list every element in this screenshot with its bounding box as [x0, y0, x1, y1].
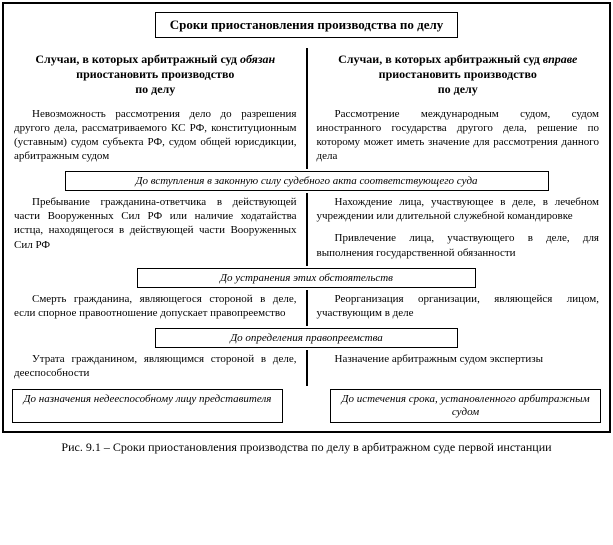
- title-row: Сроки приостановления производства по де…: [4, 4, 609, 48]
- right-p3: Реорганизация организации, являющейся ли…: [315, 290, 602, 326]
- left-p4: Утрата гражданином, являющимся стороной …: [12, 350, 299, 386]
- column-divider: [306, 48, 308, 169]
- left-column-2: Пребывание гражданина-ответчика в действ…: [4, 193, 307, 265]
- note-row-1: До вступления в законную силу судебного …: [4, 169, 609, 193]
- left-p2: Пребывание гражданина-ответчика в действ…: [12, 193, 299, 257]
- columns-3: Смерть гражданина, являющегося стороной …: [4, 290, 609, 326]
- right-p4: Назначение арбитражным судом экспертизы: [315, 350, 602, 372]
- left-head-d: по делу: [135, 82, 175, 96]
- left-heading: Случаи, в которых арбитражный суд обязан…: [12, 48, 299, 105]
- note-2: До устранения этих обстоятельств: [137, 268, 476, 288]
- left-column-4: Утрата гражданином, являющимся стороной …: [4, 350, 307, 386]
- right-p2b: Привлечение лица, участвующего в деле, д…: [315, 229, 602, 265]
- column-divider-4: [306, 350, 308, 386]
- right-head-c: приостановить производство: [379, 67, 537, 81]
- right-p1: Рассмотрение международным судом, судом …: [315, 105, 602, 169]
- columns: Случаи, в которых арбитражный суд обязан…: [4, 48, 609, 169]
- diagram-title: Сроки приостановления производства по де…: [155, 12, 459, 38]
- note-row-4: До назначения недееспособному лицу предс…: [4, 386, 609, 431]
- left-column-3: Смерть гражданина, являющегося стороной …: [4, 290, 307, 326]
- left-head-c: приостановить производство: [76, 67, 234, 81]
- diagram-frame: Сроки приостановления производства по де…: [2, 2, 611, 433]
- left-head-a: Случаи, в которых арбитражный суд: [35, 52, 240, 66]
- right-column-4: Назначение арбитражным судом экспертизы: [307, 350, 610, 386]
- right-column-2: Нахождение лица, участвующее в деле, в л…: [307, 193, 610, 265]
- columns-2: Пребывание гражданина-ответчика в действ…: [4, 193, 609, 265]
- left-p1: Невозможность рассмотрения дело до разре…: [12, 105, 299, 169]
- right-p2a: Нахождение лица, участвующее в деле, в л…: [315, 193, 602, 229]
- note-1: До вступления в законную силу судебного …: [65, 171, 549, 191]
- right-head-a: Случаи, в которых арбитражный суд: [338, 52, 543, 66]
- column-divider-2: [306, 193, 308, 265]
- right-heading: Случаи, в которых арбитражный суд вправе…: [315, 48, 602, 105]
- right-column-3: Реорганизация организации, являющейся ли…: [307, 290, 610, 326]
- note-4-right: До истечения срока, установленного арбит…: [330, 389, 601, 423]
- note-3: До определения правопреемства: [155, 328, 458, 348]
- figure-caption: Рис. 9.1 – Сроки приостановления произво…: [2, 439, 611, 455]
- left-column: Случаи, в которых арбитражный суд обязан…: [4, 48, 307, 169]
- columns-4: Утрата гражданином, являющимся стороной …: [4, 350, 609, 386]
- note-4-left: До назначения недееспособному лицу предс…: [12, 389, 283, 423]
- left-head-em: обязан: [240, 52, 275, 66]
- left-p3: Смерть гражданина, являющегося стороной …: [12, 290, 299, 326]
- column-divider-3: [306, 290, 308, 326]
- right-head-em: вправе: [543, 52, 578, 66]
- note-row-2: До устранения этих обстоятельств: [4, 266, 609, 290]
- right-head-d: по делу: [438, 82, 478, 96]
- note-row-3: До определения правопреемства: [4, 326, 609, 350]
- right-column: Случаи, в которых арбитражный суд вправе…: [307, 48, 610, 169]
